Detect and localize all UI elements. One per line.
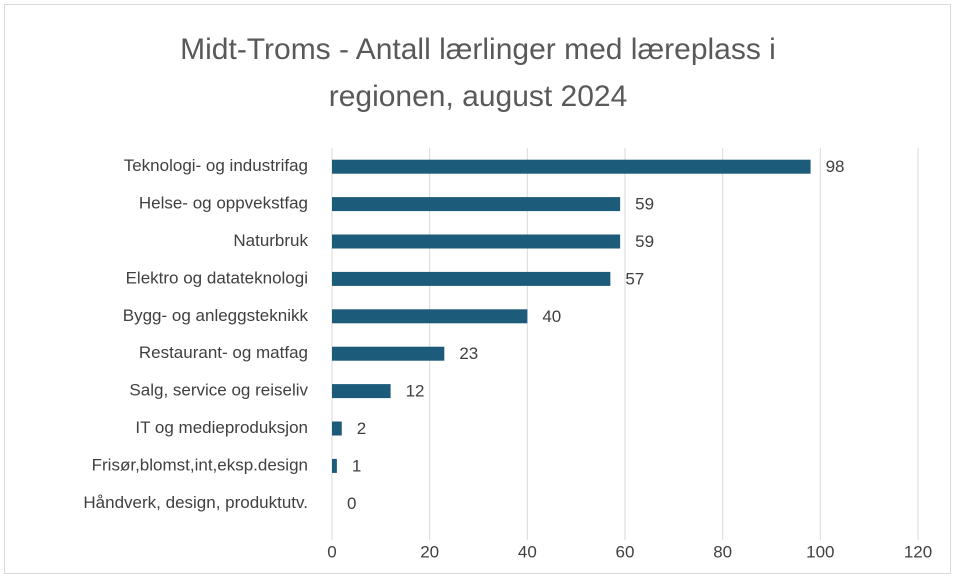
bar bbox=[332, 458, 337, 473]
bar bbox=[332, 309, 528, 324]
data-label: 59 bbox=[635, 232, 654, 251]
x-tick-label: 80 bbox=[713, 542, 732, 561]
y-tick-label: IT og medieproduksjon bbox=[135, 418, 308, 437]
y-tick-label: Restaurant- og matfag bbox=[139, 343, 308, 362]
x-tick-label: 60 bbox=[616, 542, 635, 561]
y-tick-label: Elektro og datateknologi bbox=[126, 268, 308, 287]
data-label: 23 bbox=[459, 344, 478, 363]
data-label: 98 bbox=[826, 157, 845, 176]
bar bbox=[332, 346, 445, 361]
y-tick-label: Frisør,blomst,int,eksp.design bbox=[92, 455, 308, 474]
data-label: 57 bbox=[625, 269, 644, 288]
x-tick-label: 100 bbox=[806, 542, 834, 561]
data-label: 40 bbox=[542, 307, 561, 326]
bar bbox=[332, 384, 391, 399]
x-tick-label: 0 bbox=[327, 542, 336, 561]
bar bbox=[332, 197, 621, 212]
x-tick-label: 20 bbox=[420, 542, 439, 561]
data-label: 0 bbox=[347, 494, 356, 513]
y-tick-label: Teknologi- og industrifag bbox=[124, 156, 308, 175]
chart-title: Midt-Troms - Antall lærlinger med lærepl… bbox=[180, 33, 776, 113]
y-tick-label: Håndverk, design, produktutv. bbox=[83, 493, 308, 512]
bar bbox=[332, 271, 611, 286]
y-tick-label: Naturbruk bbox=[233, 231, 308, 250]
bar bbox=[332, 234, 621, 249]
data-label: 2 bbox=[357, 419, 366, 438]
x-tick-label: 120 bbox=[904, 542, 932, 561]
y-tick-label: Bygg- og anleggsteknikk bbox=[123, 306, 309, 325]
data-label: 1 bbox=[352, 456, 361, 475]
y-tick-label: Salg, service og reiseliv bbox=[129, 381, 308, 400]
data-label: 59 bbox=[635, 195, 654, 214]
x-tick-label: 40 bbox=[518, 542, 537, 561]
chart-border bbox=[4, 4, 951, 574]
data-label: 12 bbox=[406, 382, 425, 401]
bar bbox=[332, 421, 342, 436]
y-tick-label: Helse- og oppvekstfag bbox=[139, 194, 308, 213]
bar bbox=[332, 159, 811, 174]
